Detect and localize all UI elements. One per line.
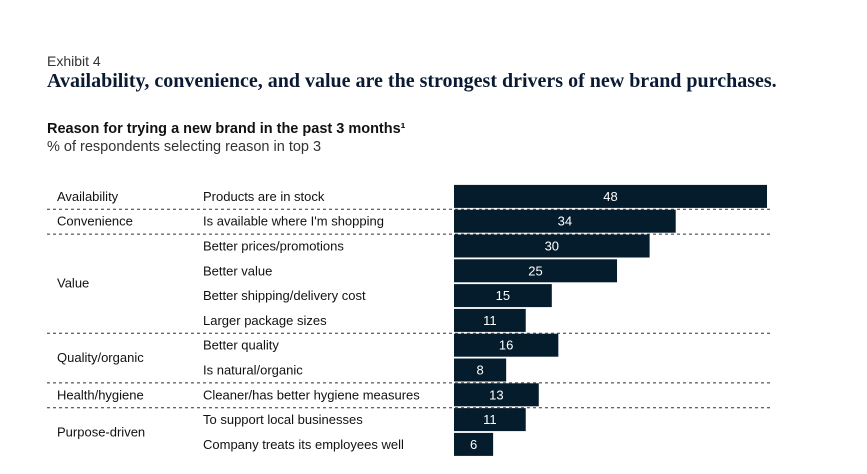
data-label: 11 [483,412,497,427]
group-label: Value [57,276,89,291]
bar [454,234,650,258]
group-label: Quality/organic [57,350,144,365]
bar [454,284,552,308]
category-label: Company treats its employees well [203,437,404,452]
category-label: Products are in stock [203,189,325,204]
bar [454,408,526,432]
data-label: 25 [528,263,542,278]
category-label: To support local businesses [203,412,363,427]
category-label: Is available where I'm shopping [203,214,384,229]
group-label: Convenience [57,214,133,229]
bar [454,383,539,407]
data-label: 13 [489,387,503,402]
chart-subtitle: % of respondents selecting reason in top… [47,139,322,155]
chart-title: Reason for trying a new brand in the pas… [47,121,406,137]
bar [454,333,559,357]
category-label: Better value [203,263,272,278]
data-label: 8 [476,363,483,378]
category-label: Larger package sizes [203,313,327,328]
bar [454,358,507,382]
data-label: 15 [496,288,510,303]
group-label: Availability [57,189,119,204]
data-label: 34 [558,214,572,229]
category-label: Cleaner/has better hygiene measures [203,387,420,402]
data-label: 16 [499,338,513,353]
category-label: Better prices/promotions [203,239,344,254]
category-label: Better quality [203,338,279,353]
data-label: 11 [483,313,497,328]
category-label: Better shipping/delivery cost [203,288,366,303]
data-label: 6 [470,437,477,452]
exhibit-label: Exhibit 4 [47,53,101,69]
group-label: Purpose-driven [57,425,145,440]
bar [454,184,767,208]
bar [454,432,494,456]
bar [454,209,676,233]
bar [454,259,618,283]
bar [454,308,526,332]
group-label: Health/hygiene [57,387,144,402]
data-label: 48 [603,189,617,204]
chart-headline: Availability, convenience, and value are… [47,70,777,92]
category-label: Is natural/organic [203,363,303,378]
data-label: 30 [545,239,559,254]
